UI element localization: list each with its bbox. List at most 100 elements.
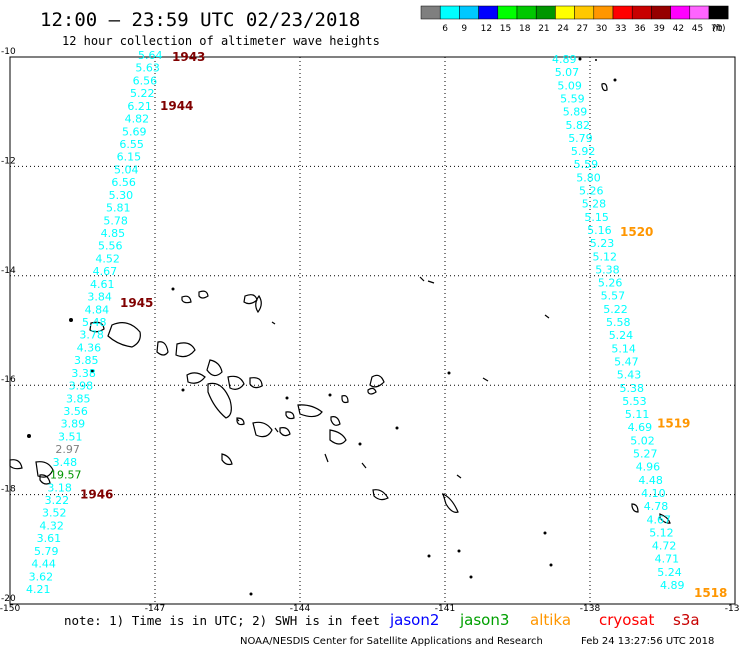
plot-frame — [9, 56, 736, 605]
island-outline — [255, 294, 262, 314]
legend-label: 45 — [692, 24, 703, 34]
wave-height-value: 5.81 — [106, 202, 131, 215]
island-outline — [35, 461, 54, 478]
wave-height-value: 4.72 — [652, 540, 677, 553]
island-outline — [427, 280, 435, 284]
island-outline — [369, 374, 385, 388]
legend-label: 70 — [711, 24, 723, 34]
wave-height-value: 5.24 — [609, 329, 634, 342]
island-dot — [543, 531, 547, 535]
wave-height-value: 4.69 — [628, 421, 653, 434]
legend-label: 21 — [538, 24, 549, 34]
track-west: 5.645.636.565.226.214.825.696.556.155.04… — [26, 49, 163, 596]
wave-height-value: 5.15 — [584, 211, 609, 224]
satellite-name: cryosat — [599, 611, 654, 629]
legend-swatch — [535, 5, 556, 20]
island-outline — [181, 295, 192, 304]
wave-height-value: 4.71 — [655, 553, 680, 566]
island-outline — [297, 404, 323, 418]
island-dot — [595, 59, 597, 61]
island-outline — [456, 474, 462, 479]
legend-swatch — [555, 5, 575, 20]
island-outline — [372, 489, 389, 501]
legend-swatch — [516, 5, 537, 20]
wave-height-value: 5.79 — [568, 132, 593, 145]
island-outline — [39, 474, 51, 485]
wave-height-value: 4.82 — [125, 113, 149, 126]
island-outline — [198, 290, 209, 299]
wave-height-value: 3.61 — [37, 532, 62, 545]
island-outline — [249, 377, 263, 389]
satellite-legend: jason2 jason3 altika cryosat s3a — [389, 611, 700, 629]
island-outline — [236, 418, 240, 422]
wave-height-value: 4.32 — [39, 519, 64, 532]
island-outline — [206, 359, 223, 377]
footer-credit: NOAA/NESDIS Center for Satellite Applica… — [240, 636, 543, 647]
pass-time-label: 1945 — [120, 296, 153, 310]
island-outline — [341, 395, 349, 404]
wave-height-value: 6.56 — [133, 74, 158, 87]
lat-tick-label: -12 — [1, 156, 16, 166]
legend-swatch — [459, 5, 479, 20]
island-outline — [107, 322, 141, 348]
grid-lines — [10, 57, 735, 604]
legend-unit: (ft) — [712, 24, 726, 34]
wave-height-value: 5.22 — [130, 87, 155, 100]
wave-height-value: 5.12 — [593, 250, 618, 263]
pass-time-label: 1518 — [694, 586, 727, 600]
wave-height-value: 4.44 — [31, 558, 56, 571]
island-outline — [659, 513, 671, 524]
island-outline — [285, 411, 295, 420]
wave-height-value: 5.38 — [620, 382, 645, 395]
satellite-name: altika — [530, 611, 571, 629]
wave-height-value: 4.67 — [647, 513, 672, 526]
pass-time-label: 1519 — [657, 416, 690, 430]
wave-height-value: 5.24 — [657, 566, 682, 579]
wave-height-value: 5.69 — [122, 125, 147, 138]
island-outline — [243, 294, 258, 305]
wave-height-value: 3.51 — [58, 430, 83, 443]
legend-swatch — [574, 5, 595, 20]
island-dot — [358, 442, 362, 446]
island-dot — [249, 592, 253, 596]
wave-height-value: 5.27 — [633, 448, 658, 461]
island-outline — [544, 314, 550, 319]
wave-height-value: 5.59 — [574, 158, 599, 171]
island-outline — [207, 382, 232, 419]
island-dot — [27, 434, 31, 438]
islands — [9, 83, 671, 524]
lon-tick-label: -144 — [290, 604, 311, 614]
island-dot — [171, 287, 175, 291]
wave-height-value: 4.78 — [644, 500, 669, 513]
satellite-name: s3a — [673, 611, 700, 629]
wave-height-value: 5.22 — [603, 303, 628, 316]
lon-tick-label: -135 — [725, 604, 740, 614]
wave-height-value: 5.02 — [630, 434, 655, 447]
wave-height-value: 3.18 — [47, 481, 71, 494]
legend-label: 36 — [634, 24, 646, 34]
wave-height-value: 5.23 — [590, 237, 615, 250]
legend-swatch — [478, 5, 499, 20]
island-outline — [367, 387, 377, 395]
island-outline — [419, 276, 425, 282]
wave-height-value: 3.52 — [42, 507, 67, 520]
wave-height-value: 5.09 — [557, 79, 582, 92]
wave-height-value: 3.85 — [66, 392, 91, 405]
island-dot — [90, 369, 94, 373]
wave-height-value: 5.79 — [34, 545, 59, 558]
wave-height-value: 19.57 — [50, 469, 82, 482]
wave-height-value: 4.52 — [95, 252, 120, 265]
island-outline — [175, 342, 196, 358]
legend-label: 9 — [461, 24, 467, 34]
wave-height-value: 3.22 — [45, 494, 70, 507]
wave-height-value: 5.16 — [587, 224, 612, 237]
track-east: 4.895.075.095.595.895.825.795.925.595.80… — [552, 53, 685, 592]
wave-height-value: 5.53 — [622, 395, 647, 408]
legend-swatch — [689, 5, 710, 20]
lat-tick-label: -18 — [1, 485, 16, 495]
wave-height-value: 5.57 — [601, 290, 626, 303]
pass-time-label: 1943 — [172, 50, 205, 64]
wave-height-value: 5.48 — [82, 316, 107, 329]
map-subtitle: 12 hour collection of altimeter wave hei… — [62, 34, 380, 48]
